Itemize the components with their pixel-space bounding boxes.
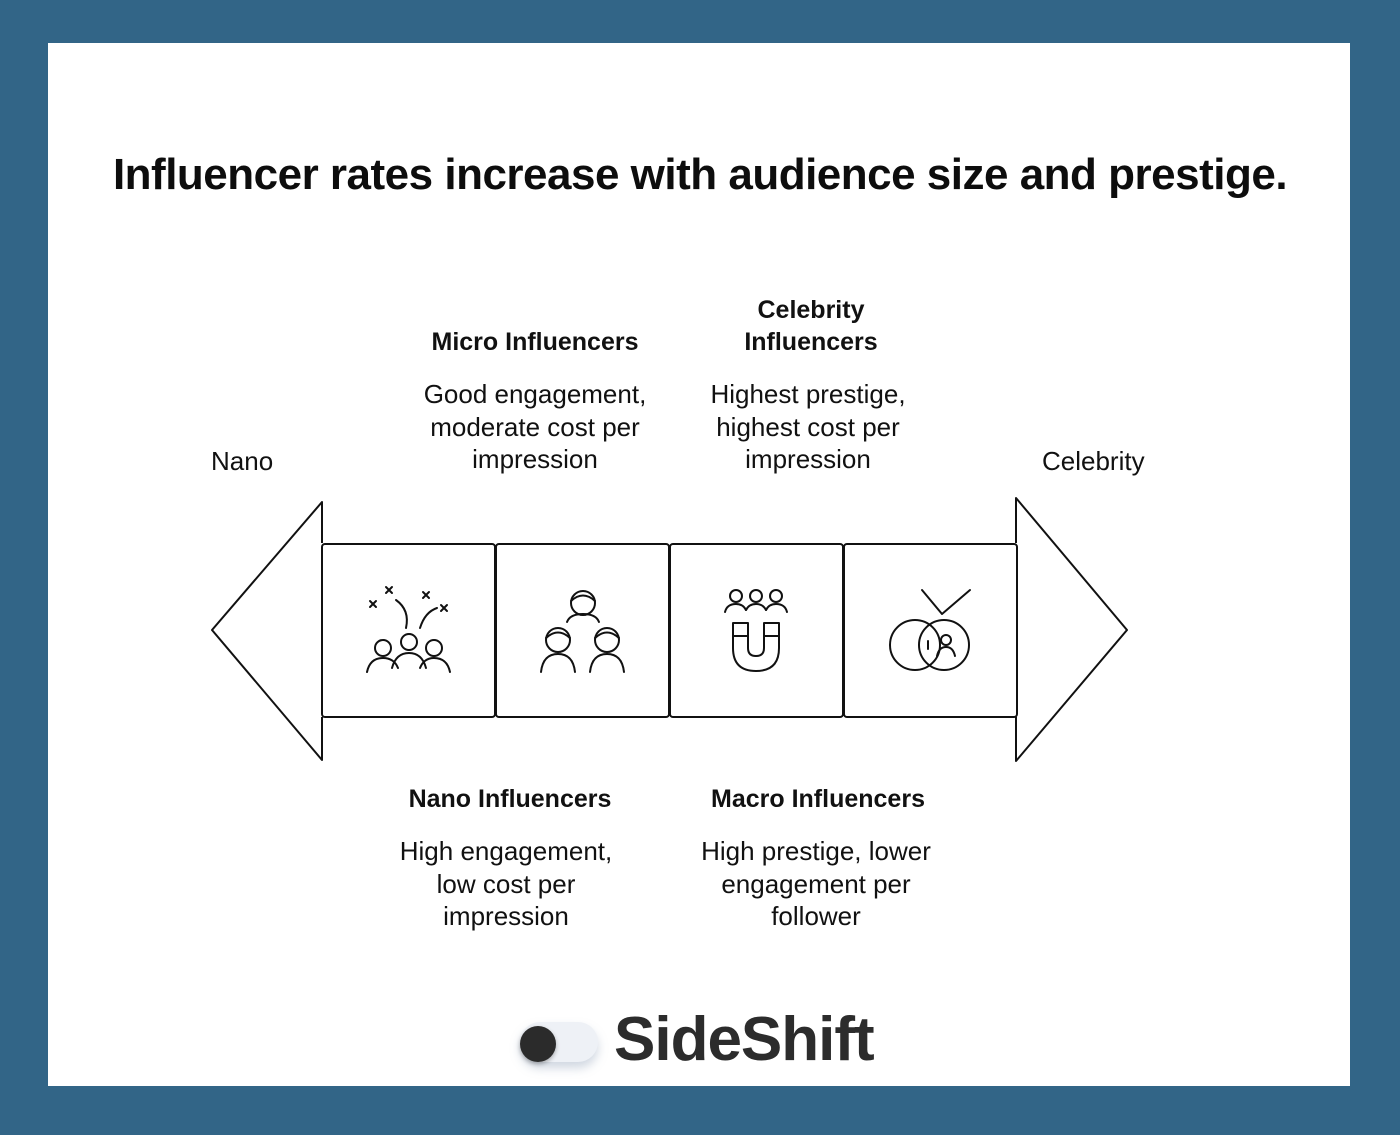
celebrating-crowd-icon xyxy=(366,586,451,673)
stage-micro-desc-line: Good engagement, xyxy=(423,379,647,409)
stage-macro-desc-line: High prestige, lower xyxy=(701,836,931,866)
stage-celebrity-title: Celebrity Influencers xyxy=(676,294,946,358)
stage-box-nano xyxy=(321,543,496,718)
stage-celebrity-desc-line: Highest prestige, xyxy=(710,379,906,409)
left-arrowhead xyxy=(211,501,323,761)
stage-macro-desc: High prestige, lower engagement per foll… xyxy=(664,835,968,933)
stage-box-macro xyxy=(669,543,844,718)
stage-micro-title: Micro Influencers xyxy=(431,328,639,356)
stage-celebrity-desc-line: highest cost per xyxy=(716,411,900,442)
stage-box-celebrity xyxy=(843,543,1018,718)
stage-macro-desc-line: engagement per xyxy=(721,868,911,899)
stage-micro-desc: Good engagement, moderate cost per impre… xyxy=(400,378,670,476)
magnet-attracting-people-icon xyxy=(724,589,788,672)
toggle-switch-icon xyxy=(516,1012,598,1062)
page-title: Influencer rates increase with audience … xyxy=(112,150,1288,199)
stage-macro-title: Macro Influencers xyxy=(711,785,925,813)
stage-micro-desc-line: moderate cost per xyxy=(430,411,640,442)
end-label-right: Celebrity xyxy=(1042,446,1145,476)
end-label-left: Nano xyxy=(211,446,274,476)
right-arrowhead xyxy=(1015,497,1128,762)
stage-celebrity-desc-line: impression xyxy=(745,444,871,474)
stage-box-micro xyxy=(495,543,670,718)
stage-celebrity-title-line: Celebrity xyxy=(757,296,865,324)
stage-celebrity-desc: Highest prestige, highest cost per impre… xyxy=(670,378,946,476)
stage-nano-desc: High engagement, low cost per impression xyxy=(367,835,645,933)
stage-macro: Macro Influencers High prestige, lower e… xyxy=(668,783,968,933)
stage-micro-desc-line: impression xyxy=(472,444,598,474)
stage-micro: Micro Influencers Good engagement, moder… xyxy=(400,326,670,476)
brand-logo: SideShift xyxy=(516,1000,875,1074)
brand-name: SideShift xyxy=(614,1004,875,1074)
stage-celebrity: Celebrity Influencers Highest prestige, … xyxy=(676,294,946,476)
stage-celebrity-title-line: Influencers xyxy=(744,328,878,356)
stage-nano-desc-line: low cost per xyxy=(436,868,576,899)
stage-macro-desc-line: follower xyxy=(771,901,861,931)
group-of-people-icon xyxy=(540,590,625,673)
stage-nano: Nano Influencers High engagement, low co… xyxy=(375,783,645,933)
medal-person-icon xyxy=(889,589,971,671)
stage-nano-title: Nano Influencers xyxy=(408,785,612,813)
stage-nano-desc-line: High engagement, xyxy=(399,836,613,866)
stage-nano-desc-line: impression xyxy=(443,901,569,931)
